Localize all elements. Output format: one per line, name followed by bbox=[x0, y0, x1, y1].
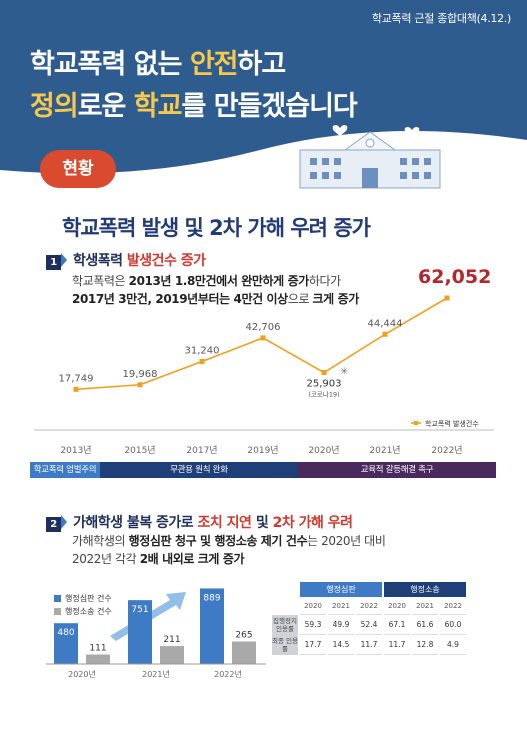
legend-label: 학교폭력 발생건수 bbox=[425, 419, 479, 428]
phase-bar-strict: 학교폭력 엄벌주의 강화 bbox=[30, 462, 100, 491]
row-label: 집행정지 인용률 bbox=[272, 615, 298, 635]
table-cell: 11.7 bbox=[384, 635, 410, 655]
section-number: 2 bbox=[46, 517, 61, 532]
table-group-lawsuit: 행정소송 bbox=[384, 582, 466, 597]
covid-annotation: (코로나19) bbox=[308, 390, 339, 399]
table-row: 2020 2021 2022 2020 2021 2022 bbox=[272, 597, 466, 615]
virus-icon: ✳ bbox=[340, 367, 348, 378]
legend-marker bbox=[414, 421, 418, 425]
phase-bar-tolerance: 무관용 원칙 완화 bbox=[100, 462, 298, 478]
data-label: 44,444 bbox=[368, 318, 403, 329]
table-cell: 4.9 bbox=[440, 635, 466, 655]
headline: 학교폭력 없는 안전하고 정의로운 학교를 만들겠습니다 bbox=[30, 49, 358, 122]
bar-label: 111 bbox=[89, 644, 106, 654]
phase-bar-education: 교육적 갈등해결 촉구 bbox=[298, 462, 496, 478]
table-cell: 2020 bbox=[300, 597, 326, 615]
table-cell: 60.0 bbox=[440, 615, 466, 635]
table-group-admin-trial: 행정심판 bbox=[300, 582, 382, 597]
x-tick-label: 2013년 bbox=[60, 445, 91, 456]
data-point bbox=[137, 382, 143, 388]
page-title: 학교폭력 발생 및 2차 가해 우려 증가 bbox=[62, 216, 371, 240]
section2-text: 가해학생의 행정심판 청구 및 행정소송 제기 건수는 2020년 대비 202… bbox=[72, 534, 386, 566]
x-tick-label: 2021년 bbox=[142, 669, 170, 679]
data-point bbox=[73, 386, 79, 392]
data-point bbox=[260, 335, 266, 341]
incidents-line-chart: 17,749 19,968 31,240 42,706 25,903 44,444 (코로나… bbox=[34, 295, 494, 456]
data-label: 31,240 bbox=[185, 346, 220, 357]
table-cell: 14.5 bbox=[328, 635, 354, 655]
bar-label: 751 bbox=[131, 605, 148, 615]
chevron-right-icon bbox=[61, 253, 67, 267]
highlight-value: 62,052 bbox=[418, 266, 492, 288]
banner-background bbox=[0, 0, 527, 189]
table-cell: 2022 bbox=[356, 597, 382, 615]
table-cell: 2022 bbox=[440, 597, 466, 615]
x-tick-label: 2022년 bbox=[431, 445, 462, 456]
data-label: 25,903 bbox=[307, 379, 342, 390]
data-label: 17,749 bbox=[59, 373, 94, 384]
table-row: 최종 인용률 17.7 14.5 11.7 11.7 12.8 4.9 bbox=[272, 635, 466, 655]
table-cell: 59.3 bbox=[300, 615, 326, 635]
table-cell: 52.4 bbox=[356, 615, 382, 635]
legend-swatch bbox=[54, 608, 61, 615]
row-label: 최종 인용률 bbox=[272, 635, 298, 655]
bar bbox=[54, 623, 78, 664]
x-tick-label: 2020년 bbox=[68, 669, 96, 679]
bar-label: 480 bbox=[57, 628, 74, 638]
data-label: 19,968 bbox=[123, 369, 158, 380]
heart-icon bbox=[332, 124, 348, 136]
data-label: 42,706 bbox=[246, 322, 281, 333]
table-cell: 61.6 bbox=[412, 615, 438, 635]
section2-heading: 2 가해학생 불복 증가로 조치 지연 및 2차 가해 우려 bbox=[46, 512, 353, 532]
status-badge: 현황 bbox=[40, 150, 116, 188]
table-cell: 2020 bbox=[384, 597, 410, 615]
policy-tag: 학교폭력 근절 종합대책(4.12.) bbox=[371, 12, 511, 25]
x-tick-label: 2022년 bbox=[214, 669, 242, 679]
table-cell: 2021 bbox=[412, 597, 438, 615]
table-cell: 2021 bbox=[328, 597, 354, 615]
bar-label: 889 bbox=[203, 593, 220, 603]
data-point bbox=[199, 359, 205, 365]
bar bbox=[160, 646, 184, 664]
x-tick-label: 2015년 bbox=[124, 445, 155, 456]
legend-swatch bbox=[54, 595, 61, 602]
x-tick-label: 2019년 bbox=[247, 445, 278, 456]
section-number: 1 bbox=[46, 255, 61, 270]
table-cell: 67.1 bbox=[384, 615, 410, 635]
bar bbox=[86, 654, 110, 664]
section1-text: 학교폭력은 2013년 1.8만건에서 완만하게 증가하다가 2017년 3만건… bbox=[72, 274, 359, 306]
heart-icon bbox=[404, 126, 420, 138]
bar-label: 265 bbox=[235, 630, 252, 640]
x-tick-label: 2017년 bbox=[186, 445, 217, 456]
bar bbox=[232, 641, 256, 664]
section1-heading: 1 학생폭력 발생건수 증가 bbox=[46, 250, 206, 270]
data-point bbox=[444, 295, 450, 301]
x-tick-label: 2020년 bbox=[308, 445, 339, 456]
school-illustration bbox=[299, 124, 441, 189]
data-point bbox=[321, 370, 327, 376]
table-cell: 11.7 bbox=[356, 635, 382, 655]
table-cell: 49.9 bbox=[328, 615, 354, 635]
bar bbox=[128, 600, 152, 664]
x-tick-label: 2021년 bbox=[369, 445, 400, 456]
table-cell: 17.7 bbox=[300, 635, 326, 655]
data-point bbox=[382, 331, 388, 337]
bar bbox=[200, 588, 224, 664]
appeals-bar-chart: 480 751 889 111 211 265 2020년 2021년 2022년 bbox=[46, 588, 266, 679]
table-cell: 12.8 bbox=[412, 635, 438, 655]
header-banner: 학교폭력 근절 종합대책(4.12.) 학교폭력 없는 안전하고 정의로운 학교… bbox=[0, 0, 527, 190]
table-row: 집행정지 인용률 59.3 49.9 52.4 67.1 61.6 60.0 bbox=[272, 615, 466, 635]
bar-legend: 행정심판 건수 행정소송 건수 bbox=[54, 592, 112, 618]
rates-table: 행정심판 행정소송 2020 2021 2022 2020 2021 2022 … bbox=[270, 582, 468, 655]
chevron-right-icon bbox=[61, 515, 67, 529]
bar-label: 211 bbox=[163, 635, 180, 645]
